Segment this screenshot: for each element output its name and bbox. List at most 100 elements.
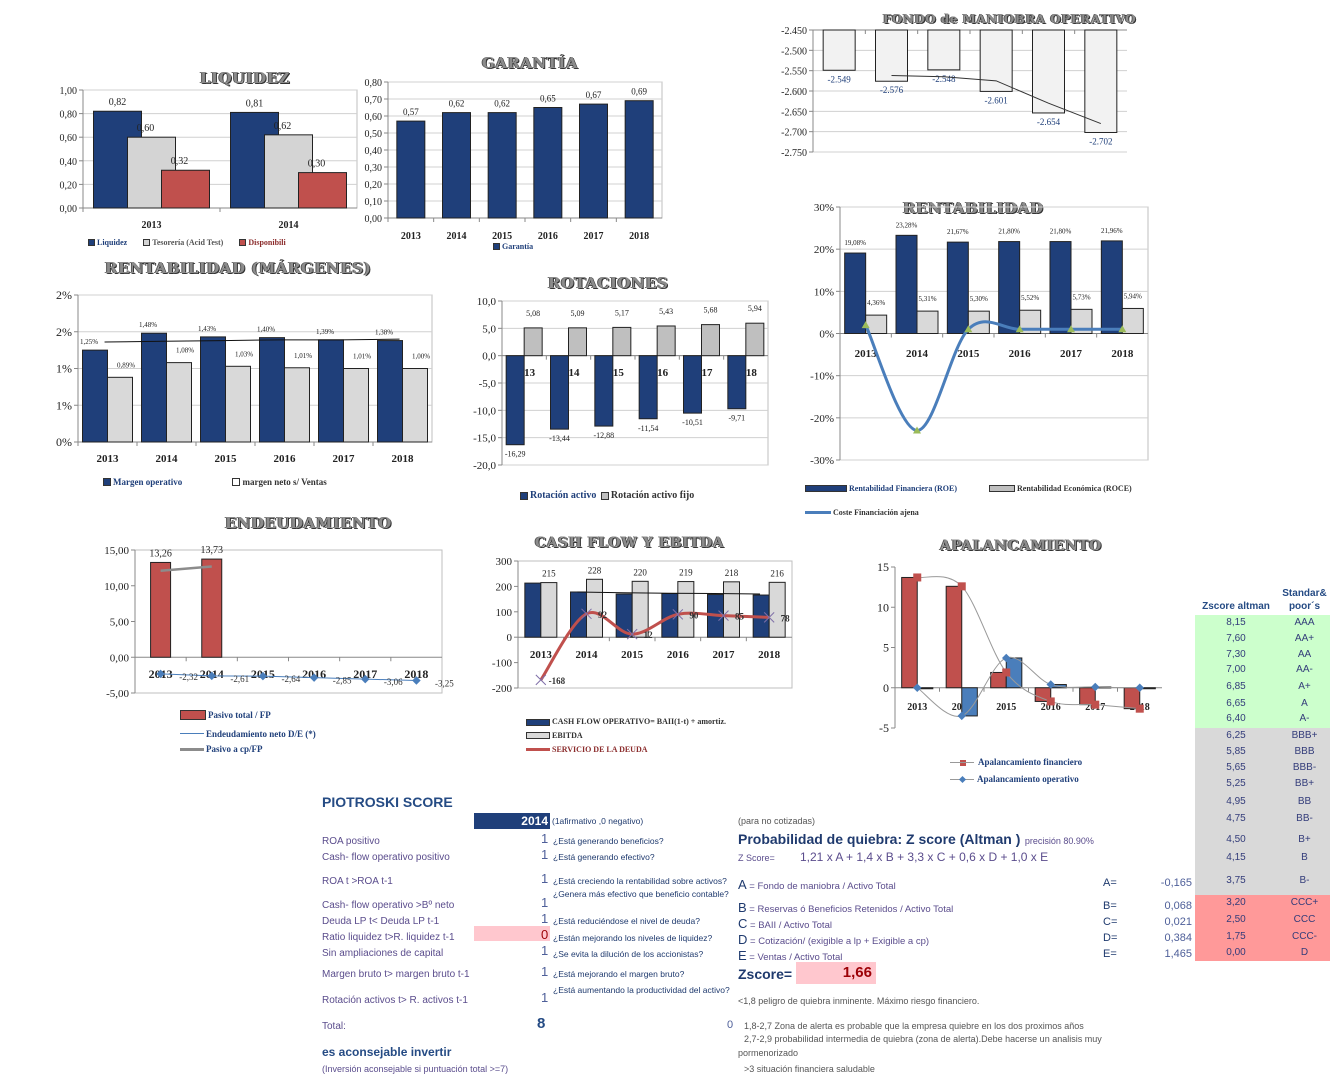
bar-value-label: -2.576 xyxy=(880,85,904,95)
line-marker xyxy=(1046,697,1055,706)
bar xyxy=(402,368,428,443)
bar xyxy=(998,241,1021,334)
sp-zscore: 4,50 xyxy=(1226,834,1246,845)
x-tick-label: 2013 xyxy=(97,453,120,465)
sp-row xyxy=(1195,679,1330,696)
bar-value-label: 0,60 xyxy=(137,123,155,134)
endeudamiento-chart: ENDEUDAMIENTO 15,00 10,00 5,00 0,00 -5,00 201… xyxy=(80,510,454,754)
garantia-plot: 0,80 0,70 0,60 0,50 0,40 0,30 0,20 0,10 0,00 2013… xyxy=(365,78,663,242)
y-tick-label: 20% xyxy=(814,244,834,256)
piotroski-criterion: Ratio liquidez t>R. liquidez t-1 xyxy=(322,932,455,943)
legend-item: Endeudamiento neto D/E (*) xyxy=(180,727,316,741)
bar-value-label: 13,26 xyxy=(149,548,172,559)
bar-value-label: 1,40% xyxy=(257,326,275,334)
y-tick-label: 30% xyxy=(814,202,834,214)
bar-value-label: 5,09 xyxy=(571,309,585,318)
bar xyxy=(895,234,918,334)
altman-factor: C = BAII / Activo Total xyxy=(738,915,832,933)
y-tick-label: 2% xyxy=(56,288,72,302)
sp-zscore: 6,40 xyxy=(1226,713,1246,724)
bar-value-label: 0,32 xyxy=(171,156,189,167)
piotroski-score: 1 xyxy=(541,943,549,958)
bar-value-label: -2.548 xyxy=(932,74,956,84)
chart-legend: Pasivo total / FP Endeudamiento neto D/E… xyxy=(180,708,330,756)
sp-zscore: 3,20 xyxy=(1226,897,1246,908)
sp-rating: AAA xyxy=(1294,617,1315,628)
y-tick-label: -2.700 xyxy=(781,128,807,139)
legend-item: Garantía xyxy=(493,242,533,251)
sp-rating: AA xyxy=(1297,649,1312,660)
y-tick-label: -5,00 xyxy=(106,688,129,700)
piotroski-question: ¿Está generando beneficios? xyxy=(553,836,664,846)
bar-value-label: 1,01% xyxy=(353,353,371,361)
line-marker xyxy=(412,676,421,685)
piotroski-year[interactable]: 2014 xyxy=(474,813,550,829)
sp-zscore: 7,60 xyxy=(1226,633,1246,644)
legend-item: Rotación activo xyxy=(520,490,596,501)
bar xyxy=(150,561,172,658)
bar-value-label: 1,48% xyxy=(139,321,157,329)
zone-text: pormenorizado xyxy=(738,1048,799,1058)
bar xyxy=(540,582,558,638)
sp-zscore: 3,75 xyxy=(1226,875,1246,886)
sp-zscore: 4,95 xyxy=(1226,796,1246,807)
line-marker xyxy=(1135,704,1144,713)
bar xyxy=(768,581,786,638)
trend-line xyxy=(104,338,400,343)
chart-legend: Rentabilidad Financiera (ROE) Rentabilid… xyxy=(805,484,1146,494)
y-tick-label: -10,0 xyxy=(473,405,496,417)
sp-rating: AA+ xyxy=(1294,633,1315,644)
y-tick-label: 1% xyxy=(56,362,72,376)
sp-zscore: 0,00 xyxy=(1226,947,1246,958)
sp-zscore: 7,30 xyxy=(1226,649,1246,660)
sp-header-rating-2: poor´s xyxy=(1288,601,1321,612)
x-tick-label: 2014 xyxy=(279,220,299,231)
cashflow-ebitda-chart: CASH FLOW Y EBITDA 300 200 100 0 -100 -200 201… xyxy=(470,530,810,760)
bar-value-label: 1,25% xyxy=(80,338,98,346)
piotroski-total-value: 8 xyxy=(537,1015,546,1032)
bar xyxy=(1084,29,1118,133)
legend-item: Liquidez xyxy=(88,238,127,247)
legend-item: Pasivo total / FP xyxy=(180,708,271,722)
zone-text: 1,8-2,7 Zona de alerta es probable que l… xyxy=(744,1021,1084,1031)
x-tick-label: 2016 xyxy=(1041,702,1061,713)
sp-row xyxy=(1195,631,1330,647)
sp-row xyxy=(1195,744,1330,760)
line-value-label: 92 xyxy=(598,610,608,620)
legend-item: Tesorería (Acid Test) xyxy=(143,238,223,247)
bar xyxy=(343,368,369,443)
piotroski-criterion: ROA positivo xyxy=(322,836,380,847)
line-marker xyxy=(1091,700,1100,709)
bar-value-label: -10,51 xyxy=(682,418,703,427)
liquidez-plot: 1,00 0,80 0,60 0,40 0,20 0,00 2013 2014 0,82 0,81… xyxy=(60,86,358,231)
bar xyxy=(612,326,632,357)
y-tick-label: -20% xyxy=(810,413,834,425)
servicio-deuda-line xyxy=(539,611,770,681)
zone-text: >3 situación financiera saludable xyxy=(744,1064,875,1074)
factor-letter: E xyxy=(738,948,747,963)
bar xyxy=(946,241,969,334)
sp-row xyxy=(1195,760,1330,776)
sp-rating: CCC+ xyxy=(1290,897,1319,908)
x-tick-label: 2018 xyxy=(392,453,415,465)
y-tick-label: 5,00 xyxy=(110,617,130,629)
altman-factor: D = Cotización/ (exigible a lp + Exigibl… xyxy=(738,931,929,949)
x-tick-label: 2013 xyxy=(401,231,421,242)
sp-header-rating-1: Standar& xyxy=(1282,588,1327,599)
sp-zscore: 4,75 xyxy=(1226,813,1246,824)
y-tick-label: -30% xyxy=(810,455,834,467)
bar xyxy=(550,355,569,430)
y-tick-label: 2% xyxy=(56,325,72,339)
sp-row xyxy=(1195,873,1330,895)
bar xyxy=(568,327,587,357)
factor-key: B= xyxy=(1103,900,1117,912)
line-value-label: -2,61 xyxy=(230,674,249,684)
sp-row xyxy=(1195,615,1330,631)
line-value-label: 85 xyxy=(735,612,745,622)
bar xyxy=(259,337,285,443)
bar-value-label: 21,67% xyxy=(947,228,969,236)
line-value-label: -2,64 xyxy=(282,674,301,684)
altman-factor: B = Reservas ó Beneficios Retenidos / Ac… xyxy=(738,899,953,917)
legend-item: margen neto s/ Ventas xyxy=(232,477,327,487)
